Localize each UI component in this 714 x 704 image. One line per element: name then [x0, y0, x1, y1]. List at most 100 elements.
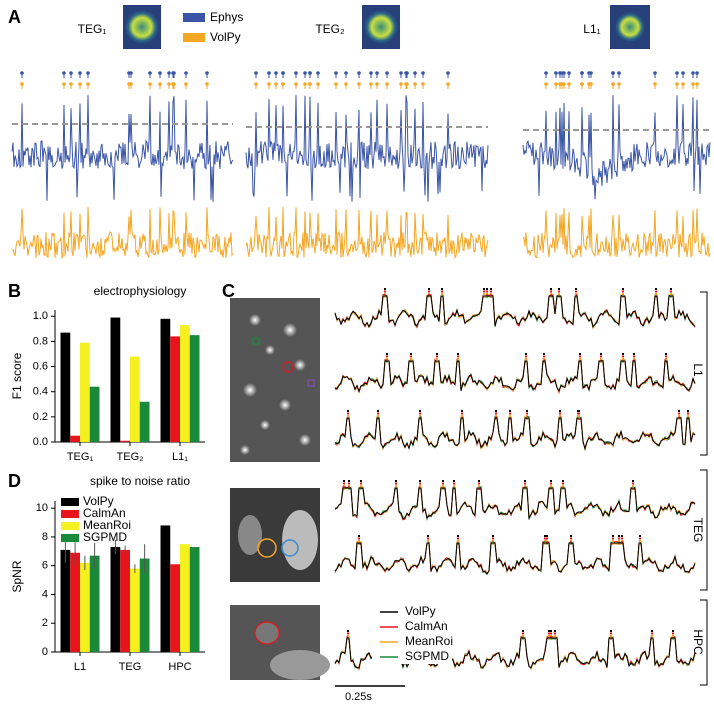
spike-marker — [550, 630, 552, 632]
legend-label: VolPy — [405, 604, 436, 618]
legend-swatch — [61, 522, 79, 530]
panel-label: C — [222, 281, 235, 301]
bar — [170, 336, 180, 442]
spike-dot — [267, 82, 271, 86]
volpy-trace — [522, 208, 711, 259]
spike-marker — [579, 355, 581, 358]
spike-marker — [548, 632, 550, 635]
spike-marker — [559, 410, 561, 412]
spike-marker — [495, 415, 497, 417]
spike-marker — [457, 358, 459, 360]
legend-label: Ephys — [210, 10, 243, 24]
spike-marker — [600, 358, 602, 360]
legend-label: VolPy — [83, 494, 114, 508]
spike-marker — [483, 288, 485, 290]
spike-marker — [386, 355, 388, 358]
spike-marker — [419, 480, 421, 482]
spike-dot — [20, 71, 24, 75]
spike-marker — [522, 635, 524, 637]
spike-dot — [399, 82, 403, 86]
spike-marker — [358, 540, 360, 542]
spike-dot — [611, 82, 615, 86]
spike-marker — [575, 293, 577, 295]
spike-marker — [483, 290, 485, 293]
spike-marker — [554, 632, 556, 635]
spike-dot — [375, 82, 379, 86]
spike-dot — [554, 71, 558, 75]
spike-dot — [558, 71, 562, 75]
spike-dot — [344, 82, 348, 86]
spike-dot — [446, 82, 450, 86]
x-tick-label: TEG₁ — [67, 451, 94, 463]
spike-marker — [384, 288, 386, 290]
x-tick-label: L1 — [74, 661, 86, 673]
spike-marker — [441, 288, 443, 290]
spike-marker — [419, 412, 421, 415]
legend-swatch — [183, 13, 205, 22]
spike-marker — [550, 632, 552, 635]
spike-marker — [343, 482, 345, 485]
spike-marker — [633, 353, 635, 355]
y-axis-label: F1 score — [10, 352, 24, 399]
spike-dot — [158, 71, 162, 75]
spike-dot — [653, 71, 657, 75]
spike-marker — [461, 412, 463, 415]
spike-marker — [562, 480, 564, 482]
spike-marker — [621, 535, 623, 537]
spike-marker — [678, 415, 680, 417]
bar — [189, 335, 200, 442]
spike-marker — [670, 290, 672, 293]
ephys-trace — [245, 95, 489, 202]
spike-marker — [461, 415, 463, 417]
spike-marker — [633, 358, 635, 360]
legend-label: CalmAn — [405, 619, 448, 633]
bar — [120, 440, 130, 442]
thumbnails — [123, 5, 650, 49]
fluorescence-trace — [334, 360, 696, 393]
spike-marker — [525, 355, 527, 358]
spike-marker — [524, 482, 526, 485]
spike-marker — [579, 353, 581, 355]
spike-marker — [550, 290, 552, 293]
spike-dot — [375, 71, 379, 75]
spike-marker — [622, 353, 624, 355]
spike-marker — [548, 630, 550, 632]
spike-dot — [316, 71, 320, 75]
y-tick-label: 0.8 — [33, 335, 48, 347]
spike-marker — [570, 535, 572, 537]
spike-marker — [655, 293, 657, 295]
spike-marker — [461, 410, 463, 412]
panel-label: B — [8, 281, 21, 301]
spike-marker — [343, 485, 345, 487]
chart-title: spike to noise ratio — [90, 474, 190, 488]
spike-marker — [347, 630, 349, 632]
spike-marker — [348, 480, 350, 482]
spike-dot — [421, 82, 425, 86]
spike-marker — [546, 540, 548, 542]
spike-dot — [308, 82, 312, 86]
spike-dot — [86, 71, 90, 75]
spike-marker — [526, 412, 528, 415]
spike-marker — [428, 293, 430, 295]
spike-marker — [525, 353, 527, 355]
spike-marker — [550, 293, 552, 295]
spike-marker — [427, 540, 429, 542]
spike-marker — [386, 358, 388, 360]
y-tick-label: 0 — [42, 646, 48, 658]
spike-marker — [509, 415, 511, 417]
spike-dot — [303, 71, 307, 75]
spike-marker — [436, 355, 438, 358]
x-tick-label: L1₁ — [172, 451, 188, 463]
spike-marker — [492, 535, 494, 537]
y-tick-label: 0.2 — [33, 411, 48, 423]
bar — [60, 332, 71, 442]
spike-marker — [360, 480, 362, 482]
fluorescence-trace — [334, 485, 696, 521]
spike-marker — [492, 540, 494, 542]
spike-marker — [672, 632, 674, 635]
spike-dot — [274, 82, 278, 86]
spike-marker — [651, 630, 653, 632]
bar — [180, 325, 190, 442]
spike-dot — [303, 82, 307, 86]
